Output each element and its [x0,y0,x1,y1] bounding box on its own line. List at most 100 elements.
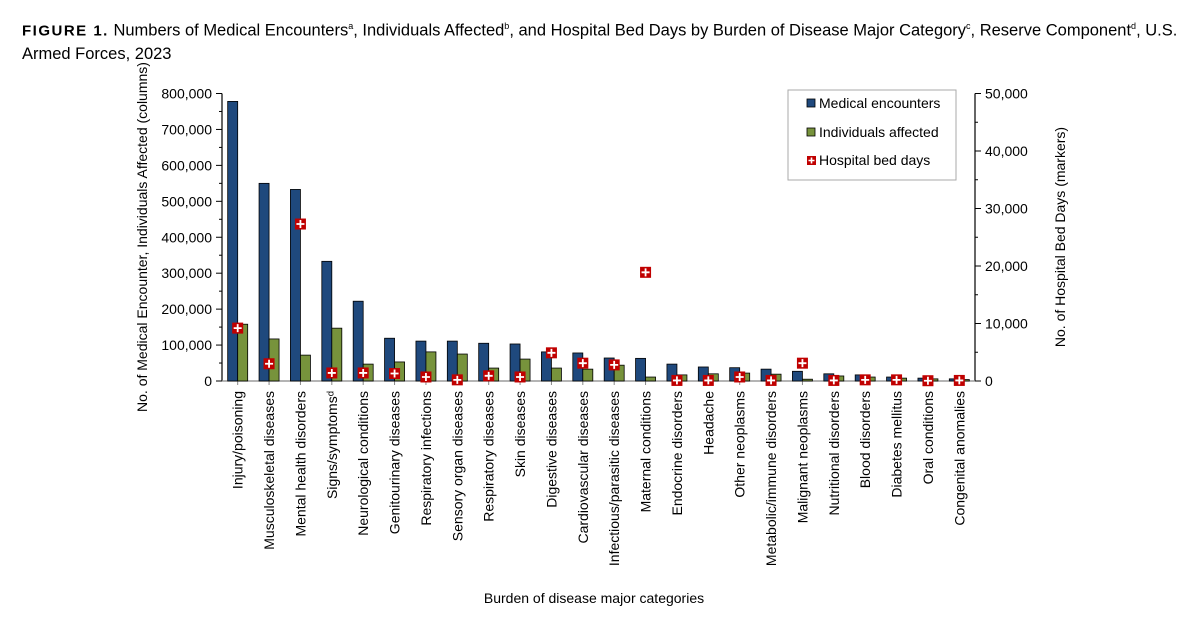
plus-icon [672,376,681,385]
y-tick-label-left: 500,000 [161,193,212,209]
marker-hospital-bed-days [263,358,275,370]
marker-hospital-bed-days [232,322,244,334]
plus-icon [296,220,305,229]
y-tick-label-left: 800,000 [161,86,212,102]
marker-hospital-bed-days [608,359,620,371]
legend-marker-hospital-bed-days-icon [807,156,816,165]
plus-icon [484,371,493,380]
plus-icon [265,359,274,368]
title-text: , U.S. Armed Forces, 2023 [22,21,1178,63]
figure-title: FIGURE 1. Numbers of Medical Encountersa… [22,15,1182,66]
plus-icon [610,360,619,369]
bar-individuals-affected [582,368,594,382]
x-tick-label: Sensory organ diseases [449,391,465,541]
marker-hospital-bed-days [828,374,840,386]
bar-medical-encounters [792,370,803,382]
plus-icon [327,368,336,377]
title-text: , Individuals Affected [353,21,505,40]
y-tick-label-left: 200,000 [161,301,212,317]
x-tick-label: Endocrine disorders [669,391,685,516]
y-tick-label-right: 40,000 [985,143,1028,159]
marker-hospital-bed-days [326,367,338,379]
y-tick-label-left: 600,000 [161,157,212,173]
bar-individuals-affected [331,327,343,382]
y-tick-label-left: 400,000 [161,229,212,245]
plus-icon [421,372,430,381]
bar-medical-encounters [258,182,270,382]
plus-icon [829,376,838,385]
bar-medical-encounters [227,101,239,382]
footnote-c: c [966,21,971,31]
y-axis-right-label: No. of Hospital Bed Days (markers) [1052,127,1068,347]
plus-icon [955,376,964,385]
y-tick-label-left: 300,000 [161,265,212,281]
legend-label: Individuals affected [819,124,939,140]
legend: Medical encounters Individuals affected … [787,89,957,181]
bar-medical-encounters [635,357,646,382]
x-axis-label: Burden of disease major categories [484,590,704,606]
plus-icon [861,375,870,384]
marker-hospital-bed-days [765,374,777,386]
marker-hospital-bed-days [891,374,903,386]
plus-icon [359,368,368,377]
marker-hospital-bed-days [420,371,432,383]
y-tick-label-left: 0 [204,373,212,389]
x-tick-label: Mental health disorders [292,391,308,537]
x-tick-label: Musculoskeletal diseases [261,391,277,550]
x-tick-label: Metabolic/immune disorders [763,391,779,566]
x-tick-label: Digestive diseases [543,391,559,508]
y-tick-label-right: 10,000 [985,316,1028,332]
plus-icon [641,268,650,277]
bar-individuals-affected [645,376,656,382]
x-tick-label: Other neoplasms [732,391,748,498]
plus-icon [547,348,556,357]
bar-medical-encounters [321,260,333,382]
legend-swatch-individuals-affected [806,127,816,137]
bar-medical-encounters [384,337,395,382]
x-tick-label: Blood disorders [857,391,873,488]
plus-icon [735,372,744,381]
marker-hospital-bed-days [451,374,463,386]
x-tick-label: Neurological conditions [355,391,371,536]
marker-hospital-bed-days [796,357,808,369]
y-tick-label-right: 20,000 [985,258,1028,274]
plus-icon [390,369,399,378]
x-tick-label: Diabetes mellitus [889,391,905,498]
y-tick-label-right: 30,000 [985,201,1028,217]
y-tick-label-left: 100,000 [161,337,212,353]
plus-icon [453,375,462,384]
marker-hospital-bed-days [577,357,589,369]
marker-hospital-bed-days [953,374,965,386]
x-tick-label: Signs/symptomsᵈ [324,391,340,499]
x-tick-label: Oral conditions [920,391,936,484]
marker-hospital-bed-days [514,371,526,383]
marker-hospital-bed-days [640,266,652,278]
bar-individuals-affected [551,367,562,382]
x-tick-label: Congenital anomalies [951,391,967,526]
x-tick-label: Skin diseases [512,391,528,477]
plus-icon [892,375,901,384]
marker-hospital-bed-days [671,374,683,386]
bar-individuals-affected [802,378,813,382]
plus-icon [233,324,242,333]
marker-hospital-bed-days [389,368,401,380]
legend-swatch-medical-encounters [806,98,816,108]
y-tick-label-left: 700,000 [161,121,212,137]
x-tick-label: Maternal conditions [638,391,654,512]
bar-individuals-affected [300,354,311,382]
x-tick-label: Injury/poisoning [230,391,246,489]
plus-icon [923,376,932,385]
plus-icon [704,376,713,385]
plus-icon [767,376,776,385]
legend-label: Medical encounters [819,95,940,111]
x-tick-label: Infectious/parasitic diseases [606,391,622,566]
title-text: Numbers of Medical Encounters [113,21,349,40]
x-tick-label: Cardiovascular diseases [575,391,591,544]
footnote-b: b [504,21,510,31]
legend-label: Hospital bed days [819,152,930,168]
y-tick-label-right: 0 [985,373,993,389]
y-axis-left-label: No. of Medical Encounter, Individuals Af… [134,62,150,412]
x-tick-label: Genitourinary diseases [387,391,403,534]
plus-icon [798,359,807,368]
